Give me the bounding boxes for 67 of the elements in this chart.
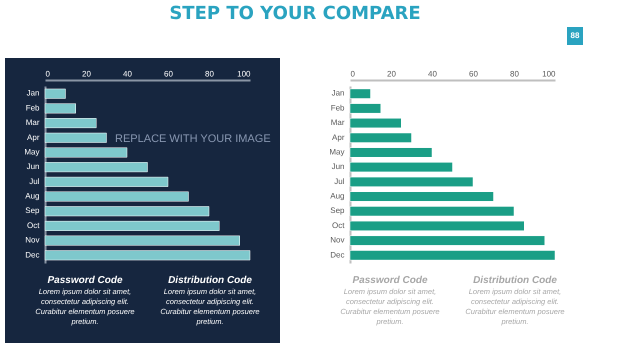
bar bbox=[44, 192, 189, 202]
x-tick-label: 0 bbox=[350, 70, 356, 78]
text: Distribution Code bbox=[168, 275, 252, 286]
bar bbox=[44, 220, 220, 231]
y-tick-label: Apr bbox=[332, 132, 345, 142]
bar bbox=[350, 250, 556, 260]
y-tick-label: May bbox=[329, 147, 344, 156]
bar bbox=[44, 132, 107, 143]
bar bbox=[350, 162, 453, 172]
bar bbox=[44, 250, 250, 260]
y-tick-label: Feb bbox=[330, 103, 346, 112]
y-tick-label: Dec bbox=[25, 250, 40, 260]
y-tick-label: Aug bbox=[25, 192, 40, 201]
bar bbox=[44, 162, 148, 172]
x-tick-label: 20 bbox=[387, 70, 396, 78]
y-tick-label: Dec bbox=[330, 250, 344, 260]
bar bbox=[350, 132, 412, 143]
text: 88 bbox=[570, 31, 580, 40]
y-tick-label: Oct bbox=[332, 220, 346, 230]
y-tick-label: Nov bbox=[25, 236, 40, 245]
text: Password Code bbox=[352, 275, 428, 286]
y-tick-label: Jan bbox=[26, 88, 40, 98]
bar bbox=[350, 236, 545, 246]
y-tick-label: Nov bbox=[330, 236, 344, 245]
y-tick-label: Aug bbox=[330, 192, 344, 201]
y-tick-label: Jan bbox=[332, 88, 344, 98]
bar bbox=[350, 147, 432, 158]
y-tick-label: Jul bbox=[29, 176, 40, 186]
bar bbox=[350, 220, 524, 231]
x-tick-label: 100 bbox=[542, 70, 556, 78]
y-tick-label: Mar bbox=[330, 118, 345, 128]
text: STEP TO YOUR COMPARE bbox=[169, 3, 421, 24]
x-tick-label: 40 bbox=[428, 70, 438, 78]
x-tick-label: 40 bbox=[123, 70, 132, 78]
x-tick-label: 100 bbox=[237, 70, 252, 78]
y-tick-label: Sep bbox=[25, 206, 40, 216]
bar bbox=[350, 176, 474, 187]
y-tick-label: Sep bbox=[330, 206, 346, 216]
annotation: REPLACE WITH YOUR IMAGE bbox=[115, 133, 271, 145]
bar bbox=[44, 236, 240, 246]
x-tick-label: 80 bbox=[510, 70, 520, 78]
x-tick-label: 0 bbox=[46, 70, 50, 78]
y-tick-label: Apr bbox=[27, 132, 40, 142]
bar bbox=[44, 147, 128, 158]
bar bbox=[44, 206, 210, 216]
y-tick-label: Jun bbox=[332, 162, 344, 172]
y-tick-label: Mar bbox=[26, 118, 40, 128]
y-tick-label: Jul bbox=[334, 176, 345, 186]
bar bbox=[350, 88, 371, 99]
text: Password Code bbox=[47, 275, 123, 286]
bar bbox=[44, 118, 96, 128]
bar bbox=[350, 206, 514, 216]
bar bbox=[350, 118, 402, 128]
y-tick-label: Oct bbox=[27, 220, 40, 230]
text: Distribution Code bbox=[473, 275, 558, 286]
bar bbox=[350, 192, 494, 202]
bar bbox=[44, 103, 76, 114]
bar bbox=[350, 103, 381, 114]
x-tick-label: 80 bbox=[205, 70, 214, 78]
bar bbox=[44, 176, 168, 187]
x-tick-label: 60 bbox=[164, 70, 174, 78]
bar bbox=[44, 88, 66, 99]
y-tick-label: Jun bbox=[26, 162, 40, 172]
y-tick-label: Feb bbox=[26, 103, 40, 112]
y-tick-label: May bbox=[24, 147, 40, 156]
x-tick-label: 20 bbox=[82, 70, 92, 78]
x-tick-label: 60 bbox=[469, 70, 478, 78]
